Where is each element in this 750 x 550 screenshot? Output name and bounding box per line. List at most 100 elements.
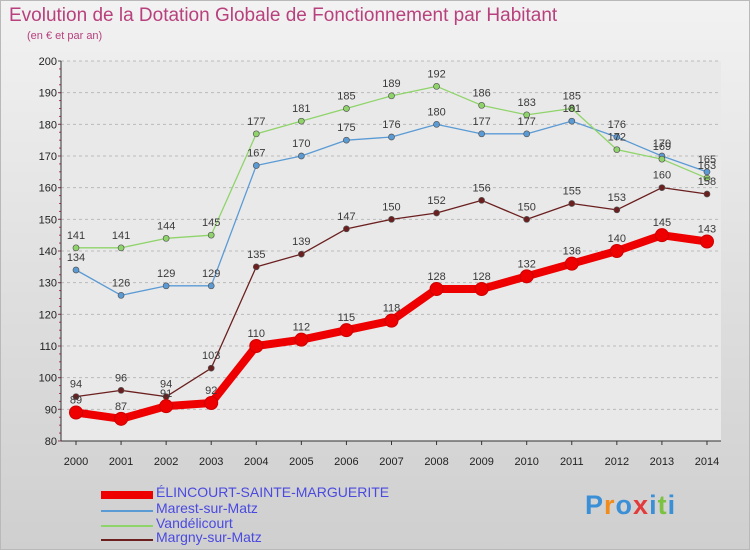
x-tick-label: 2012 [605, 456, 629, 468]
y-tick-label: 190 [39, 88, 57, 100]
x-tick-label: 2004 [244, 456, 268, 468]
data-point [69, 405, 83, 420]
data-point [429, 282, 444, 296]
data-label: 129 [157, 268, 175, 280]
data-point [162, 282, 170, 290]
data-point [117, 244, 125, 252]
data-label: 115 [338, 312, 356, 324]
y-tick-label: 150 [39, 214, 57, 226]
data-point [207, 282, 215, 290]
data-label: 139 [292, 236, 310, 248]
data-point [339, 323, 354, 338]
data-point [613, 146, 621, 154]
data-label: 180 [427, 106, 445, 118]
data-label: 177 [247, 116, 265, 128]
data-label: 185 [563, 91, 581, 103]
y-tick-label: 180 [39, 119, 57, 131]
legend-swatch [101, 525, 153, 527]
data-point [654, 228, 669, 243]
data-label: 165 [698, 154, 716, 166]
data-label: 92 [205, 385, 217, 397]
data-label: 192 [427, 68, 445, 80]
data-point [478, 101, 485, 109]
y-tick-label: 200 [39, 56, 57, 68]
data-point [207, 231, 215, 239]
data-label: 160 [653, 170, 671, 182]
data-label: 96 [115, 372, 127, 384]
logo-letter: i [649, 490, 658, 520]
data-point [294, 332, 309, 347]
data-point [114, 411, 129, 426]
data-label: 185 [337, 91, 355, 103]
chart-title: Evolution de la Dotation Globale de Fonc… [9, 5, 558, 26]
data-point [433, 82, 440, 90]
x-tick-label: 2002 [154, 456, 178, 468]
data-point [433, 209, 440, 217]
data-point [474, 282, 489, 296]
data-label: 167 [247, 148, 265, 160]
y-tick-label: 90 [45, 404, 57, 416]
data-point [162, 234, 170, 242]
data-point [699, 234, 714, 249]
data-labels-layer: 94 96 94 103 135 139 147 150 152 156 150 155 153 160 1… [67, 68, 716, 413]
data-label: 155 [563, 186, 581, 198]
data-label: 153 [608, 192, 626, 204]
data-point [433, 120, 440, 128]
legend-swatch [101, 491, 153, 499]
logo-letter: x [633, 490, 650, 520]
data-label: 181 [563, 103, 581, 115]
x-tick-label: 2010 [514, 456, 538, 468]
data-point [298, 250, 305, 258]
data-point [478, 130, 485, 138]
data-label: 136 [563, 246, 581, 258]
data-point [384, 313, 399, 328]
data-label: 186 [472, 87, 490, 99]
data-label: 132 [518, 258, 536, 270]
data-point [343, 136, 350, 144]
data-label: 144 [157, 220, 175, 232]
x-tick-label: 2011 [560, 456, 584, 468]
y-tick-label: 110 [39, 341, 57, 353]
data-label: 147 [337, 211, 355, 223]
data-point [298, 152, 305, 160]
data-point [252, 263, 260, 271]
data-point [658, 184, 666, 192]
data-label: 135 [247, 249, 265, 261]
data-point [388, 92, 395, 100]
data-point [72, 244, 80, 252]
data-label: 175 [337, 122, 355, 134]
data-point [568, 200, 576, 207]
data-label: 169 [653, 141, 671, 153]
data-point [658, 155, 666, 163]
x-tick-label: 2008 [424, 456, 448, 468]
data-label: 150 [382, 201, 400, 213]
data-point [252, 130, 260, 138]
data-point [609, 244, 624, 258]
data-point [388, 215, 395, 223]
proxiti-logo: Proxiti [585, 490, 676, 521]
data-point [249, 339, 264, 353]
data-point [703, 190, 711, 198]
x-tick-label: 2005 [289, 456, 313, 468]
data-point [72, 393, 80, 401]
data-point [343, 105, 350, 112]
data-label: 183 [518, 97, 536, 109]
y-tick-label: 140 [39, 246, 57, 258]
data-point [568, 105, 576, 112]
data-point [207, 364, 215, 372]
x-tick-label: 2007 [379, 456, 403, 468]
legend-swatch [101, 510, 153, 512]
data-label: 91 [160, 388, 172, 400]
x-tick-label: 2001 [109, 456, 133, 468]
legend-label: Vandélicourt [156, 515, 233, 531]
legend-label: ÉLINCOURT-SAINTE-MARGUERITE [156, 484, 390, 500]
data-point [159, 399, 174, 414]
y-tick-label: 100 [39, 373, 57, 385]
data-point [703, 174, 711, 182]
data-label: 141 [112, 230, 130, 242]
legend-label: Marest-sur-Matz [156, 500, 258, 516]
data-label: 163 [698, 160, 716, 172]
data-label: 94 [160, 379, 172, 391]
data-label: 103 [202, 350, 220, 362]
